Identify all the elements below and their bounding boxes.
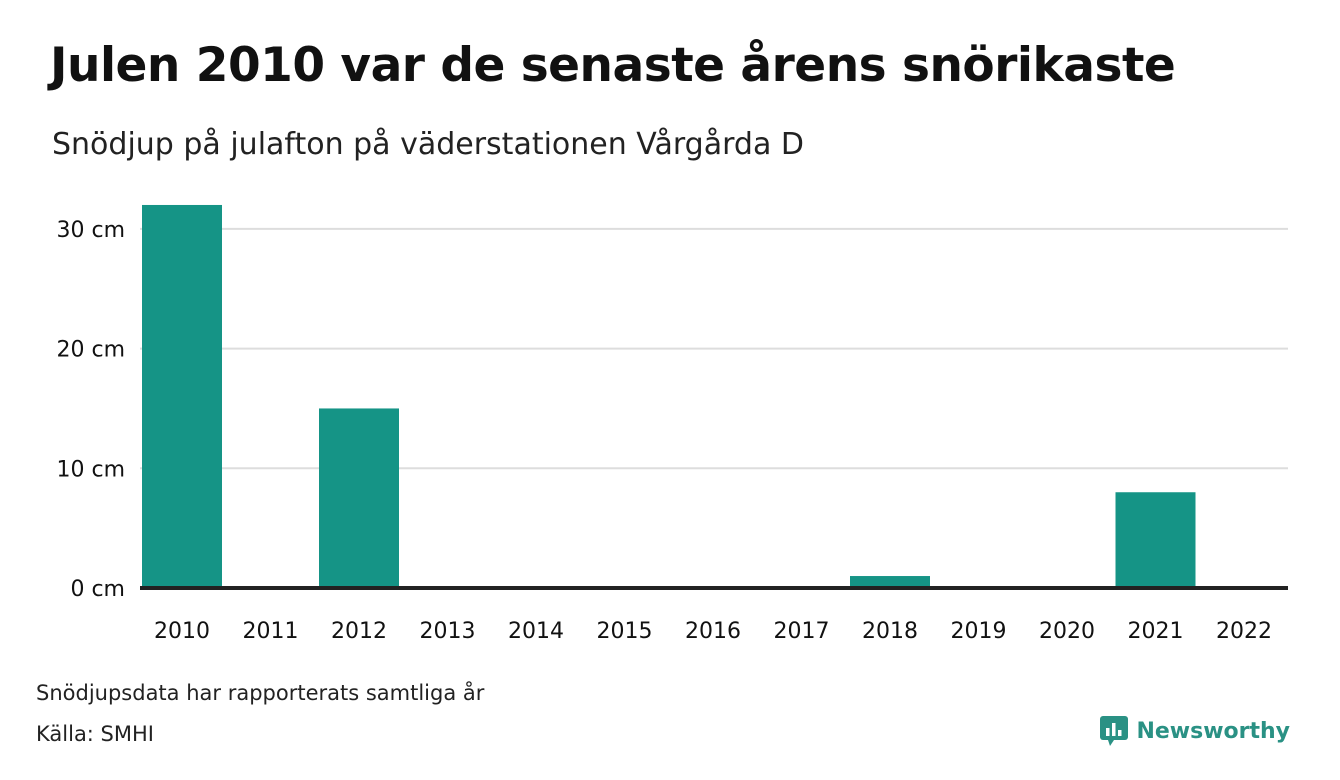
chart-subtitle: Snödjup på julafton på väderstationen Vå… bbox=[52, 127, 804, 162]
x-tick-label: 2021 bbox=[1128, 619, 1184, 644]
bar-2021 bbox=[1115, 492, 1196, 588]
x-tick-label: 2013 bbox=[420, 619, 476, 644]
x-tick-label: 2012 bbox=[331, 619, 387, 644]
x-tick-label: 2015 bbox=[597, 619, 653, 644]
x-tick-label: 2019 bbox=[951, 619, 1007, 644]
x-tick-label: 2011 bbox=[243, 619, 299, 644]
y-tick-label: 10 cm bbox=[56, 457, 125, 482]
y-tick-label: 20 cm bbox=[56, 338, 125, 363]
brand-logo: Newsworthy bbox=[1100, 716, 1290, 746]
y-axis-ticks: 0 cm 10 cm 20 cm 30 cm bbox=[56, 218, 125, 602]
bar-2018 bbox=[850, 576, 930, 588]
y-tick-label: 0 cm bbox=[70, 577, 125, 602]
bar-chart: 0 cm 10 cm 20 cm 30 cm 2010 2011 2012 2013 2014… bbox=[56, 204, 1288, 644]
x-tick-label: 2018 bbox=[862, 619, 918, 644]
footnote: Snödjupsdata har rapporterats samtliga å… bbox=[36, 681, 485, 705]
y-tick-label: 30 cm bbox=[56, 218, 125, 243]
x-tick-label: 2014 bbox=[508, 619, 564, 644]
x-tick-label: 2020 bbox=[1039, 619, 1095, 644]
x-axis-ticks: 2010 2011 2012 2013 2014 2015 2016 2017 2018 2019… bbox=[154, 619, 1272, 644]
bar-2012 bbox=[319, 408, 399, 588]
x-tick-label: 2017 bbox=[774, 619, 830, 644]
bar-2010 bbox=[142, 204, 222, 588]
x-tick-label: 2010 bbox=[154, 619, 210, 644]
bars bbox=[142, 204, 1196, 588]
x-tick-label: 2022 bbox=[1216, 619, 1272, 644]
newsworthy-logo-icon bbox=[1100, 716, 1129, 746]
chart-title: Julen 2010 var de senaste årens snörikas… bbox=[50, 38, 1176, 93]
source-note: Källa: SMHI bbox=[36, 722, 154, 746]
gridlines bbox=[140, 227, 1288, 470]
brand-name: Newsworthy bbox=[1136, 718, 1290, 744]
x-tick-label: 2016 bbox=[685, 619, 741, 644]
